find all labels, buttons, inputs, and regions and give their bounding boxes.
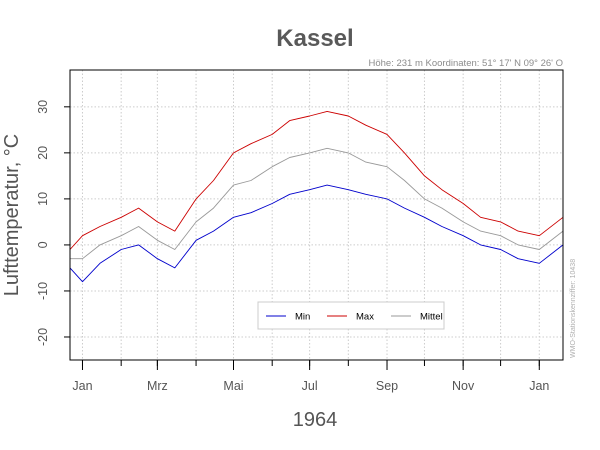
x-axis-label: 1964	[293, 409, 338, 431]
y-axis: -20 -10 0 10 20 30	[36, 100, 70, 346]
y-tick-label: 0	[36, 241, 50, 248]
x-tick-label: Mai	[223, 379, 243, 393]
legend-box	[257, 301, 445, 330]
series-line-max	[69, 110, 564, 250]
y-tick-label: 10	[36, 192, 50, 206]
station-meta: Höhe: 231 m Koordinaten: 51° 17' N 09° 2…	[369, 58, 564, 69]
grid	[70, 70, 563, 360]
x-tick-label: Sep	[376, 379, 398, 393]
plot-frame	[69, 69, 564, 361]
x-tick-label: Mrz	[147, 379, 168, 393]
y-tick-label: 20	[36, 146, 50, 160]
series-line-min	[69, 184, 564, 283]
y-axis-label: Lufttemperatur, °C	[1, 134, 23, 297]
x-tick-label: Jan	[529, 379, 549, 393]
legend-label-mittel: Mittel	[420, 312, 443, 323]
series-line-mittel	[70, 147, 564, 260]
y-tick-label: 30	[36, 100, 50, 114]
x-tick-label: Jan	[72, 379, 92, 393]
x-tick-label: Jul	[302, 379, 318, 393]
series-lines	[69, 110, 564, 283]
legend: Min Max Mittel	[257, 301, 445, 330]
station-id-credit: WMO-Stationskennziffer: 10438	[570, 259, 577, 358]
y-tick-label: -20	[36, 328, 50, 346]
y-tick-label: -10	[36, 282, 50, 300]
x-tick-label: Nov	[452, 379, 475, 393]
chart-title: Kassel	[276, 25, 353, 52]
x-axis: Jan Mrz Mai Jul Sep Nov Jan	[72, 360, 549, 393]
legend-label-min: Min	[295, 312, 310, 323]
legend-label-max: Max	[356, 312, 374, 323]
